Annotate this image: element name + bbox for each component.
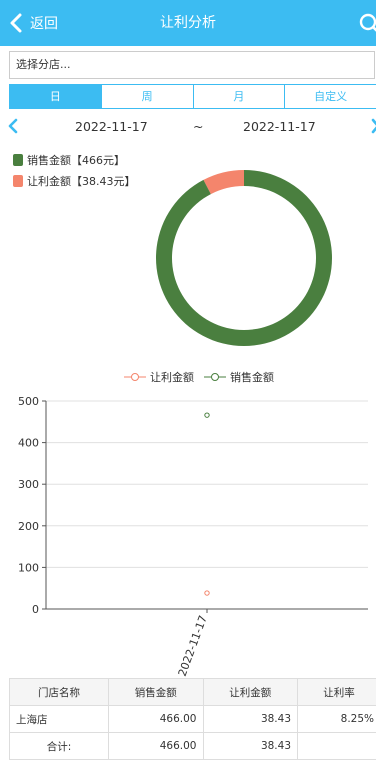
table-total-row: 合计: 466.00 38.43 bbox=[10, 733, 376, 760]
col-header-sales: 销售金额 bbox=[109, 679, 204, 706]
date-separator: ~ bbox=[193, 119, 203, 134]
date-end[interactable]: 2022-11-17 bbox=[243, 119, 316, 134]
tab-custom[interactable]: 自定义 bbox=[284, 85, 376, 108]
y-tick-label: 500 bbox=[18, 395, 39, 408]
search-icon[interactable] bbox=[358, 12, 376, 36]
line-chart-legend: 让利金额 销售金额 bbox=[124, 369, 284, 385]
cell-sales: 466.00 bbox=[109, 706, 204, 733]
cell-rate: 8.25% bbox=[298, 706, 376, 733]
line-chart: 0 100 200 300 400 500 2022-11-17 bbox=[0, 388, 376, 678]
col-header-discount: 让利金额 bbox=[203, 679, 298, 706]
y-tick-label: 0 bbox=[32, 603, 39, 616]
x-tick-label: 2022-11-17 bbox=[176, 614, 210, 678]
legend-marker-icon bbox=[124, 372, 146, 382]
store-select[interactable]: 选择分店... bbox=[9, 51, 375, 79]
date-start[interactable]: 2022-11-17 bbox=[75, 119, 148, 134]
tab-month[interactable]: 月 bbox=[193, 85, 285, 108]
col-header-rate: 让利率 bbox=[298, 679, 376, 706]
period-tabs: 日 周 月 自定义 bbox=[9, 84, 376, 109]
tab-day[interactable]: 日 bbox=[10, 85, 101, 108]
table-header-row: 门店名称 销售金额 让利金额 让利率 bbox=[10, 679, 376, 706]
cell-total-label: 合计: bbox=[10, 733, 109, 760]
page-title: 让利分析 bbox=[0, 0, 376, 46]
pie-chart bbox=[0, 158, 376, 358]
tab-week[interactable]: 周 bbox=[101, 85, 193, 108]
data-point[interactable] bbox=[205, 413, 209, 417]
y-tick-label: 400 bbox=[18, 437, 39, 450]
cell-total-rate bbox=[298, 733, 376, 760]
y-tick-label: 300 bbox=[18, 478, 39, 491]
col-header-store: 门店名称 bbox=[10, 679, 109, 706]
cell-discount: 38.43 bbox=[203, 706, 298, 733]
y-tick-label: 200 bbox=[18, 520, 39, 533]
legend-label: 让利金额 bbox=[150, 369, 194, 385]
pie-slice-discount[interactable] bbox=[203, 170, 244, 194]
summary-table: 门店名称 销售金额 让利金额 让利率 上海店 466.00 38.43 8.25… bbox=[9, 678, 376, 760]
legend-item-discount[interactable]: 让利金额 bbox=[124, 369, 194, 385]
y-tick-label: 100 bbox=[18, 561, 39, 574]
date-range-row: 2022-11-17 ~ 2022-11-17 bbox=[0, 114, 376, 140]
legend-label: 销售金额 bbox=[230, 369, 274, 385]
header-bar: 返回 让利分析 bbox=[0, 0, 376, 46]
table-row[interactable]: 上海店 466.00 38.43 8.25% bbox=[10, 706, 376, 733]
legend-item-sales[interactable]: 销售金额 bbox=[204, 369, 274, 385]
data-point[interactable] bbox=[205, 591, 209, 595]
pie-slice-sales[interactable] bbox=[156, 170, 332, 346]
legend-marker-icon bbox=[204, 372, 226, 382]
cell-total-discount: 38.43 bbox=[203, 733, 298, 760]
cell-store: 上海店 bbox=[10, 706, 109, 733]
cell-total-sales: 466.00 bbox=[109, 733, 204, 760]
chevron-right-icon[interactable] bbox=[370, 116, 376, 136]
chevron-left-icon[interactable] bbox=[6, 116, 20, 136]
